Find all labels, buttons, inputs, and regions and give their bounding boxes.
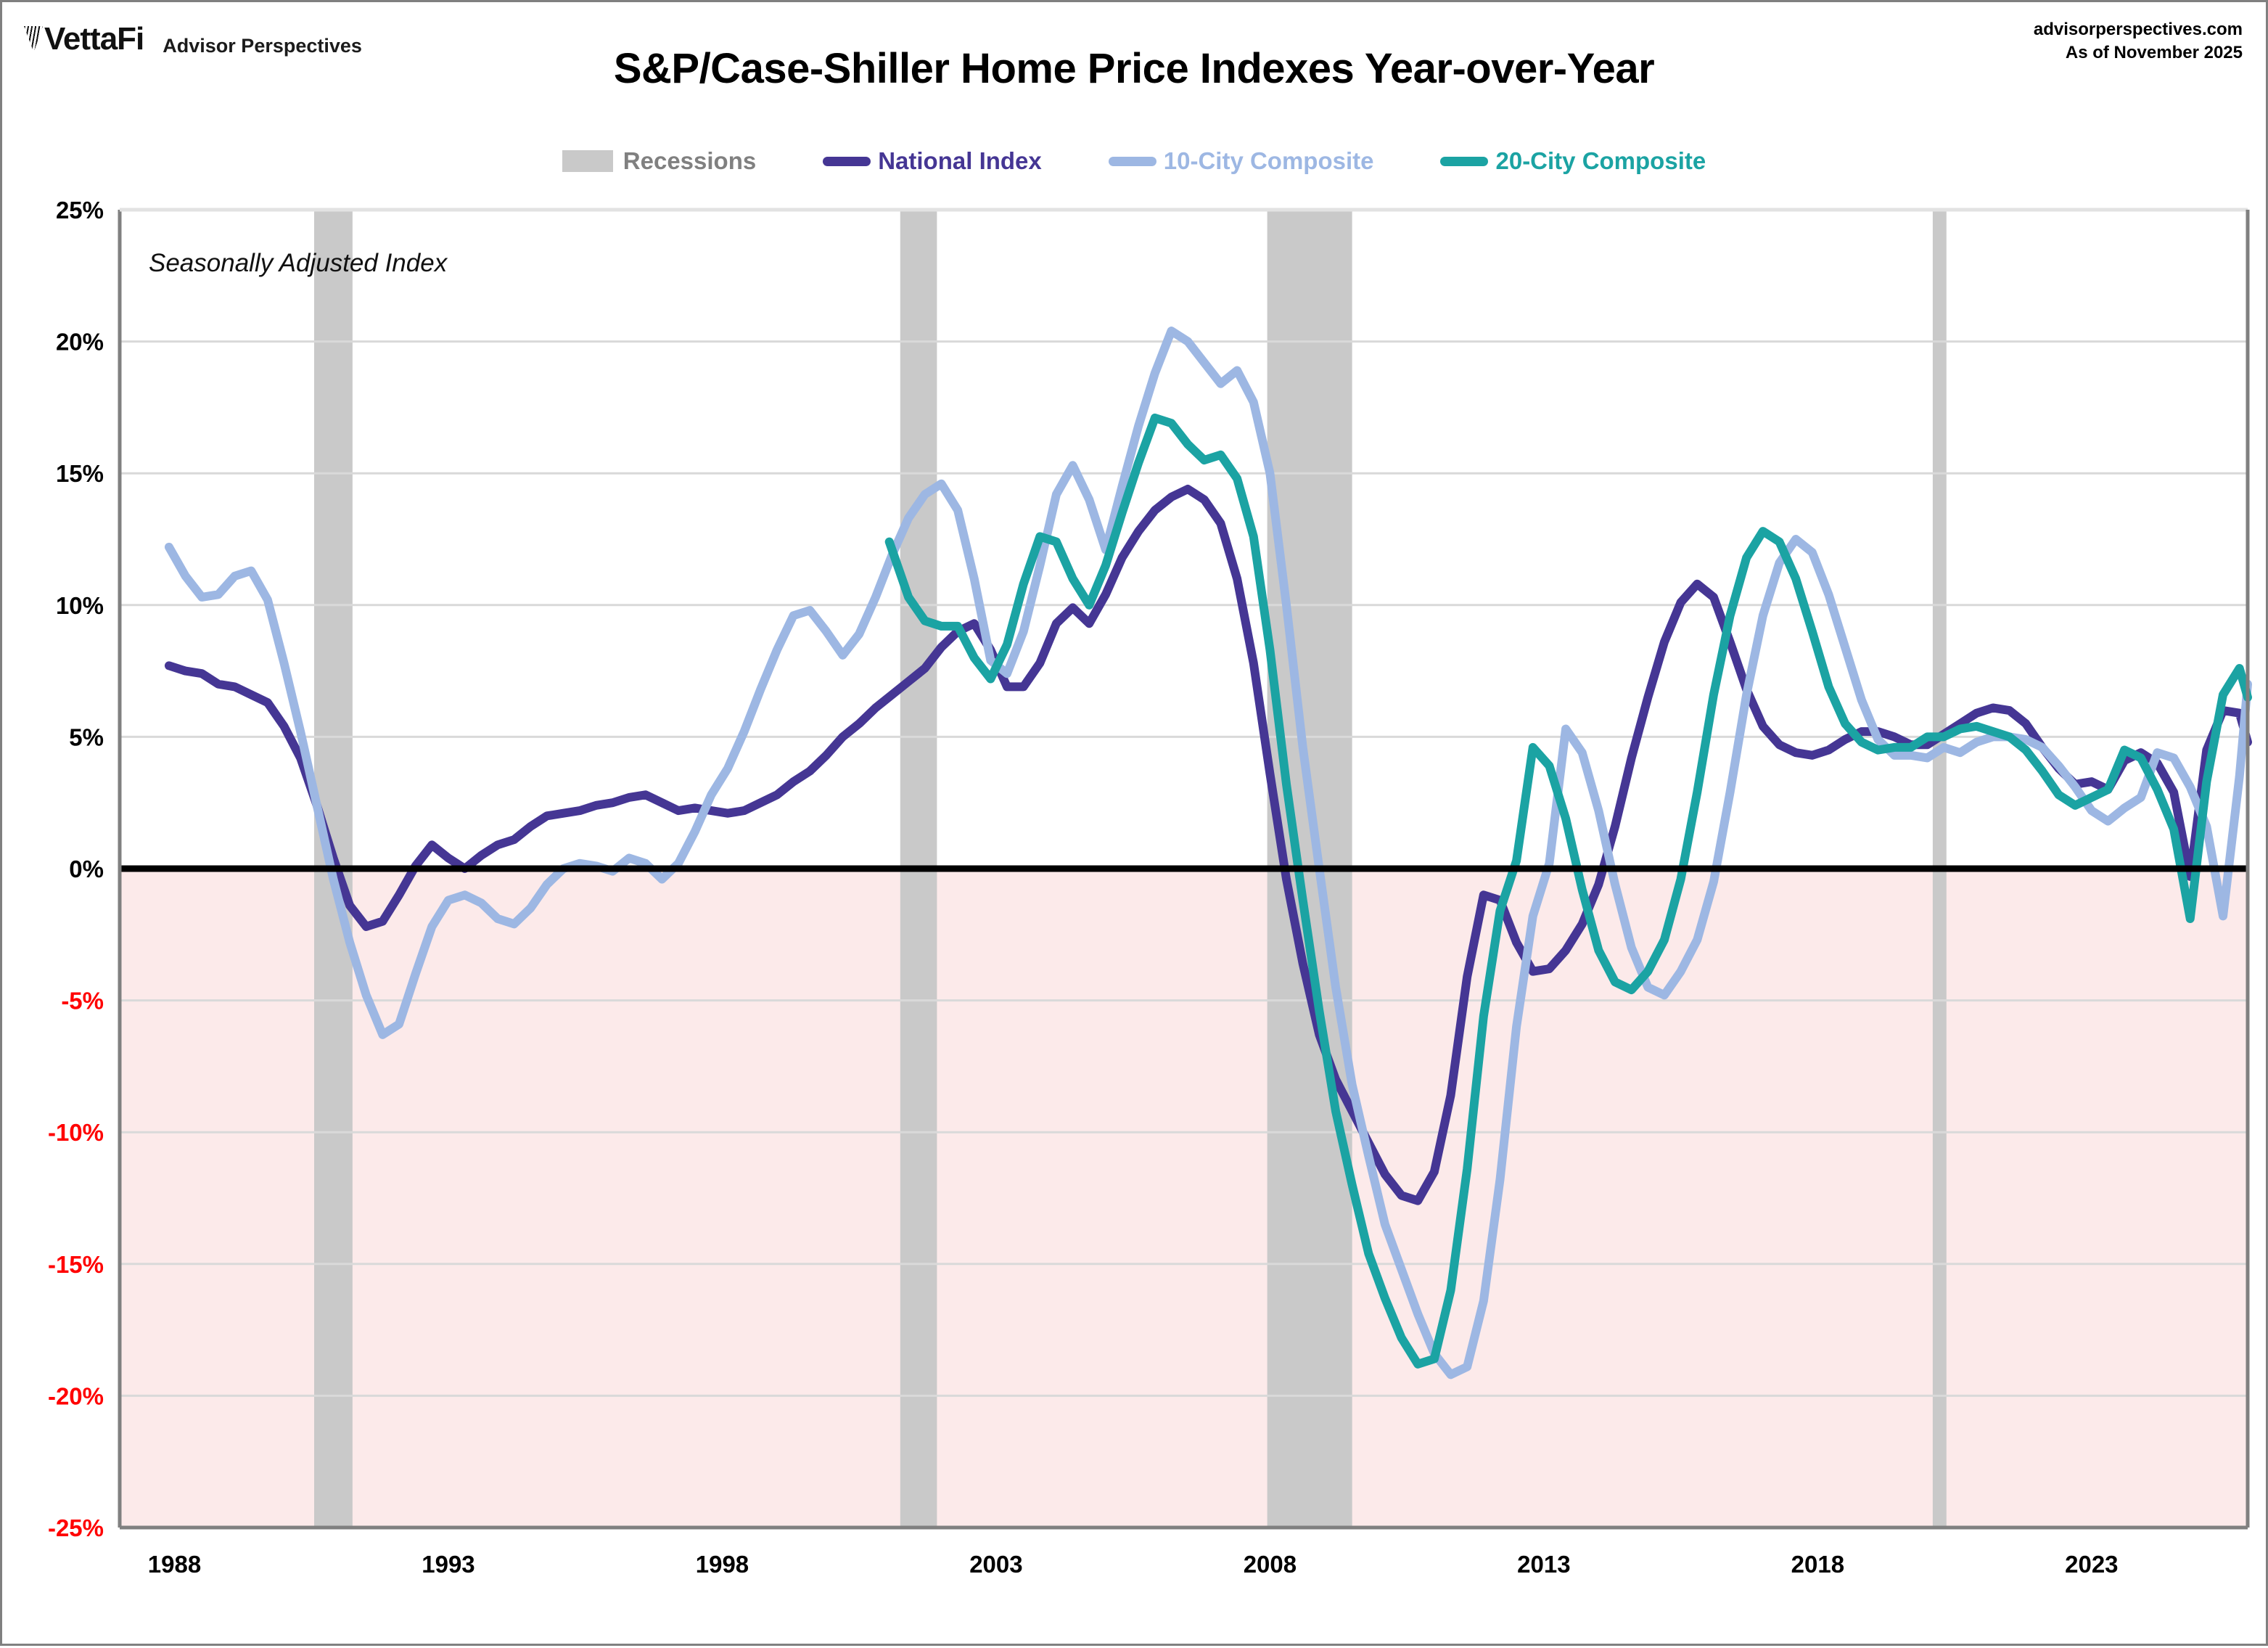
- legend-item-recessions[interactable]: Recessions: [562, 147, 756, 175]
- legend-label: 20-City Composite: [1495, 147, 1706, 174]
- x-tick-label-6: 2018: [1791, 1551, 1844, 1578]
- source-block: advisorperspectives.com As of November 2…: [2034, 18, 2243, 65]
- legend-label: Recessions: [623, 147, 757, 174]
- legend-item-20-city-composite[interactable]: 20-City Composite: [1440, 147, 1706, 175]
- x-tick-label-3: 2003: [969, 1551, 1022, 1578]
- negative-region-shading: [120, 869, 2248, 1528]
- chart-legend: Recessions National Index 10-City Composit…: [2, 147, 2266, 175]
- y-tick-label-5: 0%: [69, 856, 104, 882]
- y-tick-label-1: 20%: [56, 329, 104, 356]
- y-tick-label-4: 5%: [69, 723, 104, 750]
- vettafi-logo: VettaFi: [24, 21, 144, 57]
- source-website: advisorperspectives.com: [2033, 20, 2243, 39]
- y-tick-label-9: -20%: [48, 1382, 104, 1409]
- x-tick-label-1: 1993: [422, 1551, 474, 1578]
- legend-swatch-box: [562, 150, 613, 172]
- advisor-perspectives-label: Advisor Perspectives: [163, 35, 362, 57]
- legend-swatch-line: [1108, 156, 1156, 166]
- legend-swatch-line: [823, 156, 871, 166]
- series-line-10-city-composite: [164, 327, 2252, 1380]
- y-tick-label-6: -5%: [61, 988, 104, 1014]
- legend-item-national-index[interactable]: National Index: [823, 147, 1042, 175]
- vettafi-logo-text: VettaFi: [44, 21, 144, 57]
- y-tick-label-7: -10%: [48, 1119, 104, 1146]
- legend-item-10-city-composite[interactable]: 10-City Composite: [1108, 147, 1374, 175]
- y-tick-label-3: 10%: [56, 592, 104, 619]
- x-tick-label-7: 2023: [2065, 1551, 2118, 1578]
- brand-block: VettaFi Advisor Perspectives: [24, 21, 362, 57]
- y-tick-label-8: -15%: [48, 1251, 104, 1278]
- x-tick-label-2: 1998: [696, 1551, 749, 1578]
- page-header: VettaFi Advisor Perspectives advisorpers…: [2, 2, 2266, 92]
- page-title: S&P/Case-Shiller Home Price Indexes Year…: [613, 45, 1655, 92]
- legend-swatch-line: [1440, 156, 1489, 166]
- chart-annotation: Seasonally Adjusted Index: [149, 249, 448, 277]
- x-tick-label-0: 1988: [148, 1551, 201, 1578]
- x-tick-label-4: 2008: [1244, 1551, 1297, 1578]
- y-tick-label-10: -25%: [48, 1514, 104, 1541]
- legend-label: 10-City Composite: [1163, 147, 1374, 174]
- y-tick-label-2: 15%: [56, 460, 104, 487]
- y-tick-label-0: 25%: [56, 197, 104, 224]
- series-line-20-city-composite: [884, 413, 2252, 1369]
- legend-label: National Index: [878, 147, 1042, 174]
- x-tick-label-5: 2013: [1517, 1551, 1570, 1578]
- source-date: As of November 2025: [2065, 43, 2243, 63]
